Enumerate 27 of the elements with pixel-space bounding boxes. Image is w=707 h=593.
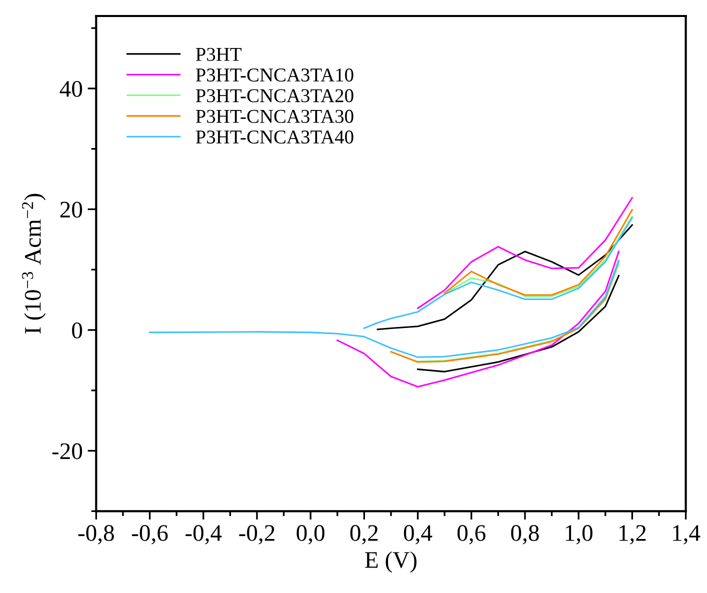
x-tick-label: 1,2 <box>620 525 646 544</box>
x-tick-label: 1,4 <box>673 525 700 544</box>
legend-label: P3HT-CNCA3TA30 <box>196 110 354 123</box>
line-series <box>148 260 620 358</box>
x-tick-label: -0,6 <box>132 525 168 544</box>
y-tick-label: 0 <box>72 322 82 338</box>
line-series <box>336 250 620 388</box>
x-tick-label: 0,2 <box>350 525 378 544</box>
x-tick-label: 0,4 <box>404 525 432 544</box>
y-axis-title: I (10$^{−3}$ Acm$^{−2}$) <box>22 194 46 334</box>
x-tick-label: 0,6 <box>458 525 486 544</box>
x-tick-label: 0,8 <box>511 525 539 544</box>
x-tick-label: -0,2 <box>239 525 274 544</box>
line-series <box>417 274 620 372</box>
x-tick-label: -0,4 <box>186 525 222 544</box>
line-series <box>417 197 633 310</box>
legend-label: P3HT-CNCA3TA40 <box>196 130 354 144</box>
x-tick-label: -0,8 <box>78 525 114 544</box>
x-tick-label: 1,0 <box>566 525 592 544</box>
legend-label: P3HT-CNCA3TA20 <box>196 89 354 102</box>
y-tick-label: -20 <box>52 443 82 460</box>
x-tick-label: 0,0 <box>296 525 324 544</box>
y-tick-label: 40 <box>60 80 82 97</box>
legend-label: P3HT-CNCA3TA10 <box>196 68 354 82</box>
x-axis-title: E (V) <box>365 551 416 573</box>
legend-label: P3HT <box>196 48 242 61</box>
y-tick-label: 20 <box>60 202 82 218</box>
